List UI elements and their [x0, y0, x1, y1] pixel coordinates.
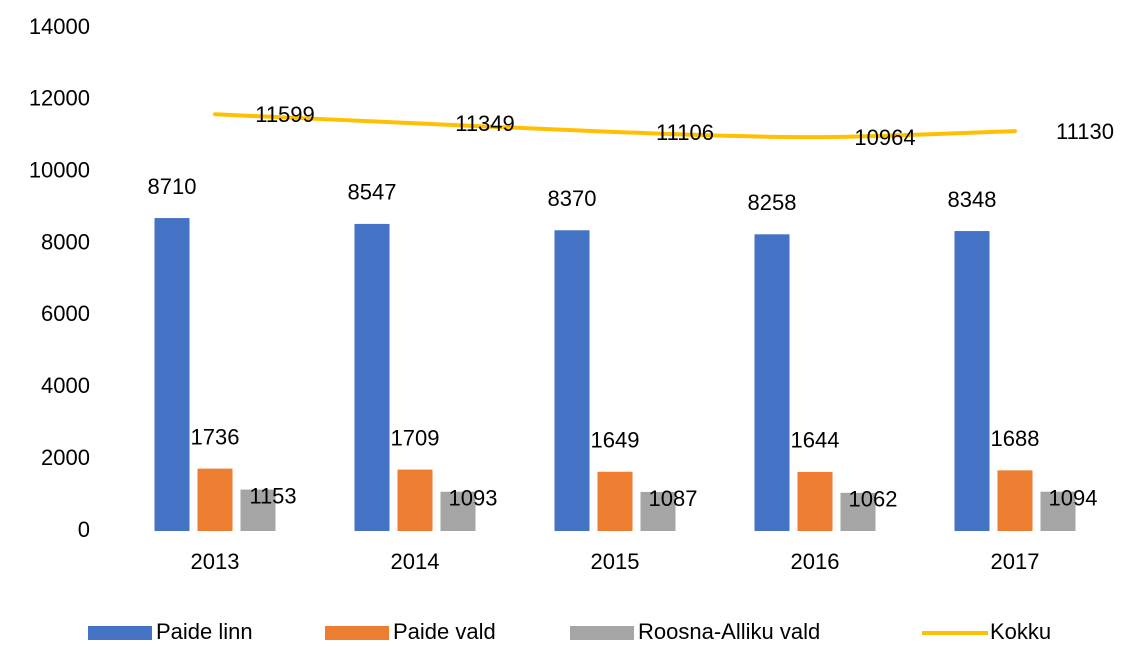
bar [1040, 491, 1076, 531]
bar [597, 471, 633, 531]
data-label: 1736 [191, 424, 240, 449]
y-tick-label: 6000 [41, 301, 90, 326]
bar [840, 492, 876, 531]
line [213, 112, 1017, 140]
x-tick-label: 2015 [591, 549, 640, 574]
y-tick-label: 0 [78, 517, 90, 542]
data-label: 1094 [1049, 486, 1098, 511]
legend-swatch [88, 626, 152, 640]
y-tick-label: 14000 [29, 14, 90, 39]
data-label: 8348 [948, 187, 997, 212]
data-label: 1087 [649, 486, 698, 511]
x-tick-label: 2017 [991, 549, 1040, 574]
y-tick-label: 12000 [29, 86, 90, 111]
bar [397, 469, 433, 531]
legend-label: Paide vald [393, 619, 496, 644]
data-label: 8370 [548, 186, 597, 211]
bar [154, 218, 190, 532]
legend-label: Roosna-Alliku vald [638, 619, 820, 644]
y-tick-label: 10000 [29, 158, 90, 183]
bar [240, 489, 276, 531]
data-label: 8258 [748, 190, 797, 215]
x-tick-label: 2013 [191, 549, 240, 574]
data-label: 8547 [348, 180, 397, 205]
data-label: 11599 [255, 102, 315, 127]
bar [197, 468, 233, 531]
bar [954, 231, 990, 531]
bar [797, 471, 833, 531]
legend-swatch [325, 626, 389, 640]
legend-label: Paide linn [156, 619, 253, 644]
data-label: 1688 [991, 426, 1040, 451]
data-label: 11106 [656, 120, 714, 145]
legend-swatch [570, 626, 634, 640]
data-label: 11349 [455, 111, 515, 136]
data-label: 1093 [449, 486, 498, 511]
bar [754, 234, 790, 531]
bar [554, 230, 590, 531]
data-label: 1644 [791, 428, 840, 453]
y-tick-label: 4000 [41, 373, 90, 398]
data-label: 1709 [391, 425, 440, 450]
y-tick-label: 2000 [41, 445, 90, 470]
data-label: 1062 [849, 487, 898, 512]
data-label: 11130 [1056, 119, 1114, 144]
y-tick-label: 8000 [41, 229, 90, 254]
legend-label: Kokku [990, 619, 1051, 644]
bar [440, 491, 476, 531]
data-label: 10964 [854, 125, 915, 150]
bar [640, 491, 676, 531]
bar [354, 223, 390, 531]
x-tick-label: 2016 [791, 549, 840, 574]
data-label: 8710 [148, 174, 197, 199]
bar [997, 470, 1033, 531]
data-label: 1153 [249, 483, 296, 508]
data-label: 1649 [591, 428, 640, 453]
x-tick-label: 2014 [391, 549, 440, 574]
